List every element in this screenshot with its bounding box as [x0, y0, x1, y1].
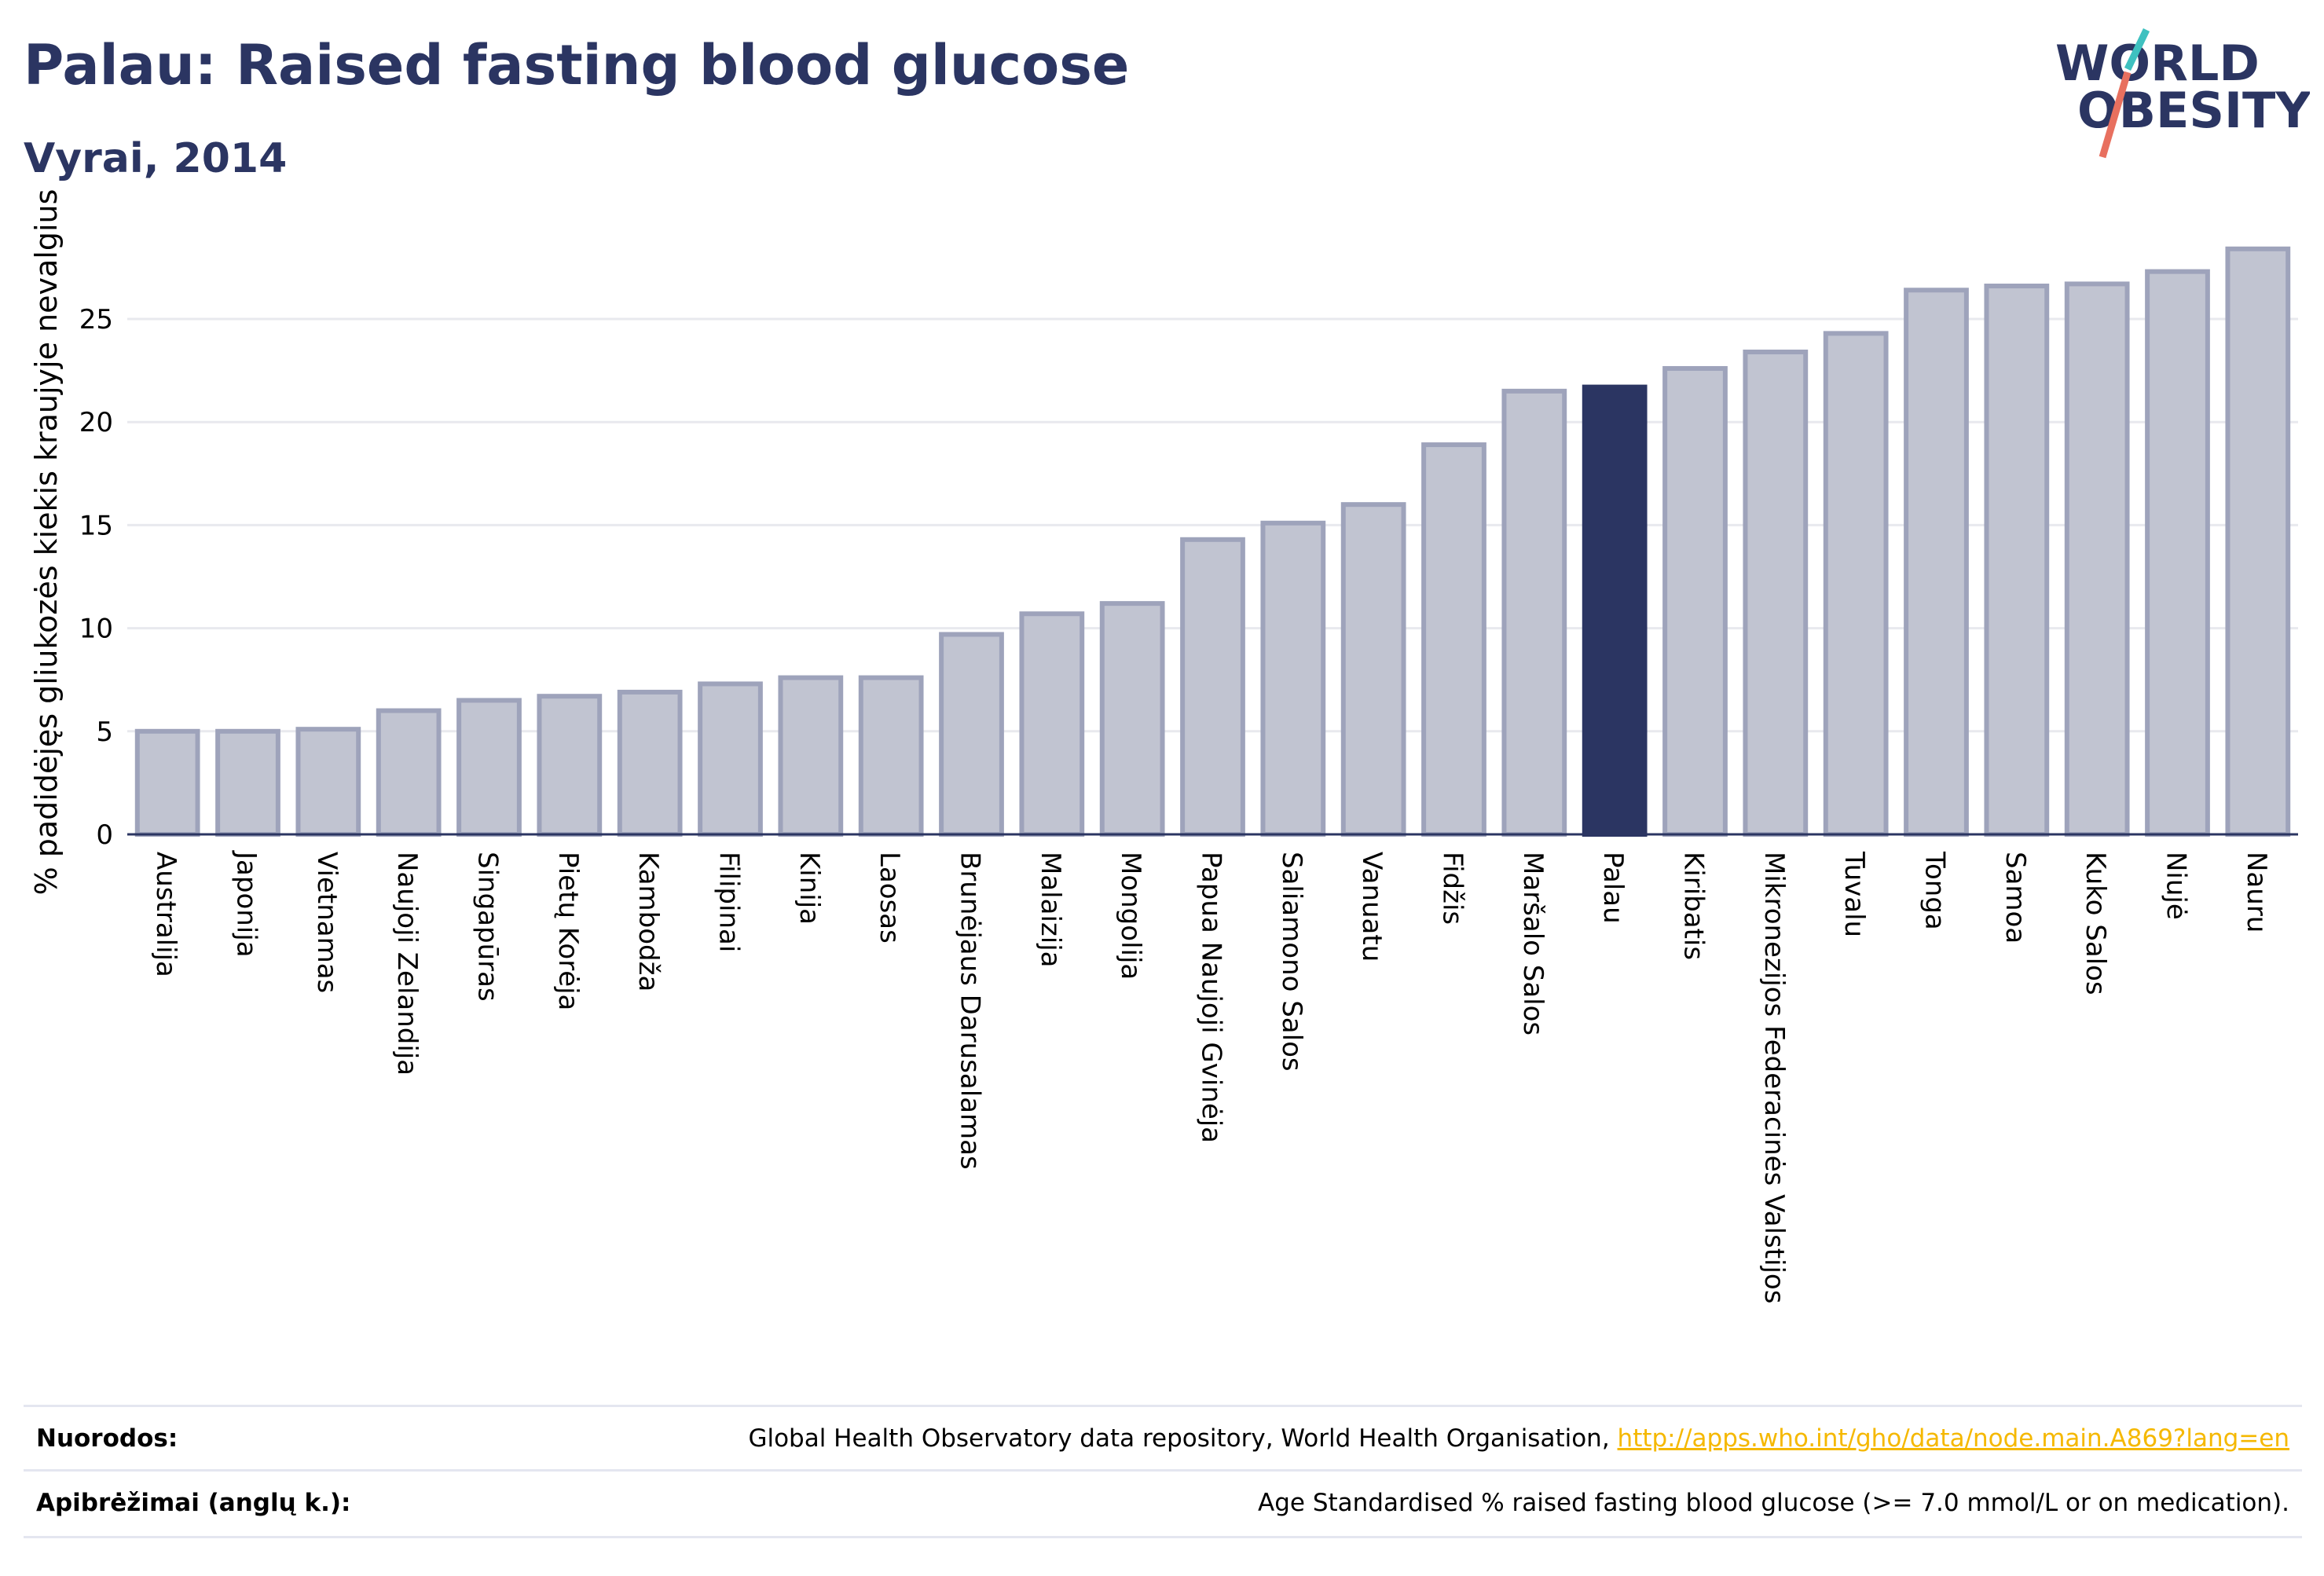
y-tick-label: 25 — [79, 304, 113, 335]
x-tick-label: Kambodža — [632, 852, 664, 991]
bar — [617, 689, 683, 837]
x-tick-label: Tonga — [1919, 851, 1951, 930]
footer-definitions-text: Age Standardised % raised fasting blood … — [1258, 1489, 2289, 1517]
bar — [537, 694, 603, 837]
x-tick-label: Mikronezijos Federacinės Valstijos — [1758, 852, 1790, 1303]
bar — [1984, 284, 2050, 837]
bar — [1421, 442, 1486, 837]
y-tick-label: 0 — [96, 819, 113, 851]
bar — [1501, 388, 1567, 837]
bar — [1582, 384, 1648, 837]
bar — [2064, 281, 2130, 837]
x-tick-label: Niujė — [2161, 852, 2192, 920]
bar — [778, 675, 844, 837]
x-tick-label: Brunėjaus Darusalamas — [955, 852, 986, 1170]
world-obesity-logo: WORLD OBESITY — [2055, 28, 2310, 159]
x-tick-label: Palau — [1597, 852, 1629, 924]
y-axis-title: % padidėjęs gliukozės kiekis kraujyje ne… — [29, 189, 64, 896]
chart-title: Palau: Raised fasting blood glucose — [24, 33, 1130, 97]
x-tick-label: Vietnamas — [311, 852, 343, 993]
y-tick-label: 20 — [79, 407, 113, 438]
bar — [1099, 601, 1165, 837]
x-tick-label: Naujoji Zelandija — [391, 852, 423, 1076]
x-tick-label: Japonija — [231, 850, 262, 958]
x-tick-label: Vanuatu — [1356, 852, 1387, 962]
x-tick-label: Mongolija — [1115, 852, 1146, 980]
bar — [939, 632, 1004, 837]
x-tick-label: Kuko Salos — [2080, 852, 2111, 995]
bar-chart: 0 5 10 15 20 25 Australija Japonija Vietnamas Nau… — [29, 189, 2298, 1303]
bar — [376, 708, 442, 837]
bar — [1823, 331, 1889, 837]
bar — [2145, 269, 2210, 837]
logo-word-world: WORLD — [2055, 35, 2260, 92]
bar — [215, 728, 280, 837]
bar — [858, 675, 924, 837]
x-tick-label: Maršalo Salos — [1517, 852, 1549, 1035]
logo-slash-top — [2124, 28, 2150, 71]
x-tick-label: Pietų Korėja — [552, 852, 584, 1010]
bar — [134, 728, 200, 837]
x-tick-label: Laosas — [874, 852, 905, 944]
bar — [1260, 520, 1326, 837]
bar — [1662, 365, 1728, 837]
x-tick-label: Fidžis — [1437, 852, 1468, 925]
x-tick-label: Tuvalu — [1838, 851, 1870, 937]
footer-sources-link[interactable]: http://apps.who.int/gho/data/node.main.A… — [1617, 1424, 2289, 1453]
footer-definitions-row: Apibrėžimai (anglų k.): Age Standardised… — [24, 1469, 2302, 1538]
x-tick-label: Malaizija — [1035, 852, 1066, 967]
footer-sources-citation: Global Health Observatory data repositor… — [748, 1424, 1610, 1453]
x-tick-label: Kiribatis — [1678, 852, 1710, 960]
y-tick-label: 15 — [79, 510, 113, 541]
x-tick-label: Kinija — [794, 852, 825, 925]
x-tick-label: Singapūras — [472, 852, 504, 1002]
x-tick-label: Samoa — [2000, 852, 2031, 944]
bar — [1340, 502, 1406, 837]
bar — [456, 698, 522, 837]
footer-sources-text: Global Health Observatory data repositor… — [748, 1424, 2289, 1453]
bar — [2225, 246, 2291, 837]
x-tick-label: Saliamono Salos — [1276, 852, 1307, 1072]
bar — [698, 681, 763, 837]
x-tick-label: Nauru — [2241, 852, 2272, 933]
y-tick-label: 10 — [79, 614, 113, 645]
bar — [1743, 349, 1809, 837]
footer-sources-label: Nuorodos: — [36, 1424, 178, 1453]
x-tick-label: Papua Naujoji Gvinėja — [1196, 852, 1227, 1143]
y-tick-label: 5 — [96, 717, 113, 748]
x-tick-label: Australija — [150, 852, 181, 977]
bar — [1904, 288, 1969, 837]
bar — [295, 727, 361, 837]
bar — [1180, 537, 1245, 837]
footer-sources-row: Nuorodos: Global Health Observatory data… — [24, 1405, 2302, 1472]
bar — [1019, 611, 1085, 837]
chart-subtitle: Vyrai, 2014 — [24, 135, 288, 182]
footer-definitions-label: Apibrėžimai (anglų k.): — [36, 1489, 351, 1517]
x-tick-label: Filipinai — [713, 852, 745, 952]
logo-slash-bottom — [2099, 71, 2132, 159]
